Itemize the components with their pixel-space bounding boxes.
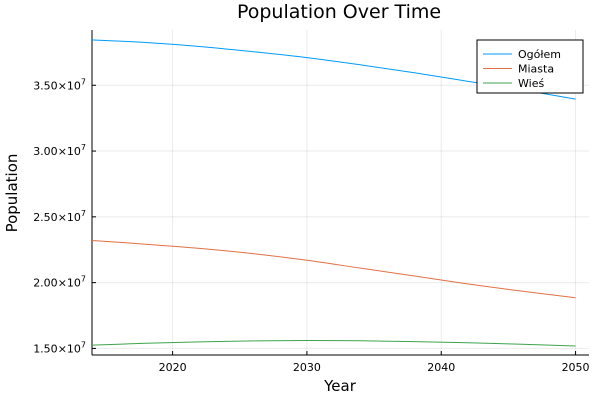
y-tick-exp-base: ×10 <box>58 342 81 355</box>
y-tick-exponent: 7 <box>81 275 86 284</box>
x-tick-label: 2020 <box>159 361 187 374</box>
series-line-3 <box>91 340 576 347</box>
y-tick-exp-base: ×10 <box>58 277 81 290</box>
y-tick-mantissa: 3.00 <box>33 145 58 158</box>
y-tick-exponent: 7 <box>81 209 86 218</box>
y-tick-label: 1.50×107 <box>33 340 86 355</box>
x-tick-label: 2030 <box>293 361 321 374</box>
y-axis-label: Population <box>3 154 21 233</box>
y-tick-label: 2.50×107 <box>33 209 86 224</box>
legend-label-2: Miasta <box>518 63 554 76</box>
y-tick-label: 3.50×107 <box>33 77 86 92</box>
y-tick-mantissa: 2.00 <box>33 277 58 290</box>
legend-label-1: Ogółem <box>518 48 561 61</box>
y-tick-label: 2.00×107 <box>33 275 86 290</box>
y-tick-exponent: 7 <box>81 340 86 349</box>
y-tick-exp-base: ×10 <box>58 211 81 224</box>
chart-title: Population Over Time <box>237 1 441 23</box>
legend-label-3: Wieś <box>518 77 544 90</box>
series-line-2 <box>91 240 576 299</box>
x-tick-labels: 2020 2030 2040 2050 <box>159 361 590 374</box>
y-tick-mantissa: 2.50 <box>33 211 58 224</box>
y-tick-exponent: 7 <box>81 143 86 152</box>
y-tick-mantissa: 3.50 <box>33 79 58 92</box>
x-tick-label: 2050 <box>562 361 590 374</box>
y-tick-exp-base: ×10 <box>58 145 81 158</box>
x-axis-label: Year <box>323 377 357 395</box>
y-tick-mantissa: 1.50 <box>33 342 58 355</box>
y-tick-exp-base: ×10 <box>58 79 81 92</box>
y-tick-label: 3.00×107 <box>33 143 86 158</box>
y-tick-exponent: 7 <box>81 77 86 86</box>
x-tick-label: 2040 <box>427 361 455 374</box>
axes <box>91 30 589 356</box>
legend-box <box>476 39 584 94</box>
